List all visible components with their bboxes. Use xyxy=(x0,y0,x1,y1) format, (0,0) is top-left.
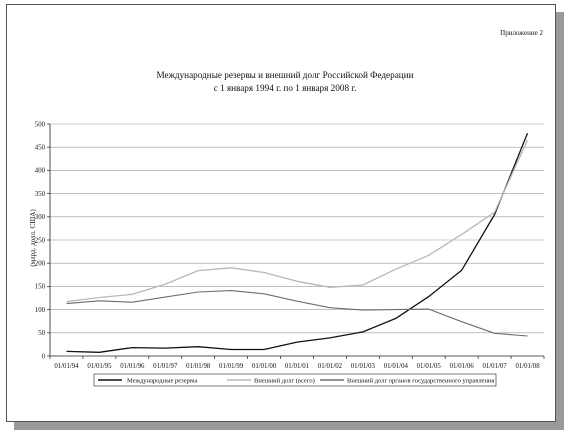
y-tick-label: 250 xyxy=(35,237,46,244)
x-tick-label: 01/01/08 xyxy=(515,363,540,370)
legend-label-3: Внешний долг органов государственного уп… xyxy=(347,377,494,384)
y-tick-label: 0 xyxy=(42,353,46,360)
x-tick-label: 01/01/03 xyxy=(351,363,376,370)
appendix-label: Приложение 2 xyxy=(500,29,543,37)
legend-label-2: Внешний долг (всего) xyxy=(254,377,315,384)
gridlines xyxy=(50,123,544,334)
x-tick-label: 01/01/04 xyxy=(384,363,409,370)
chart-title-line-2: с 1 января 1994 г. по 1 января 2008 г. xyxy=(214,83,357,93)
x-tick-label: 01/01/05 xyxy=(417,363,442,370)
x-tick-label: 01/01/94 xyxy=(54,363,79,370)
y-tick-label: 400 xyxy=(35,168,46,175)
series-line-2 xyxy=(66,139,529,303)
legend: Международные резервы Внешний долг (всего… xyxy=(93,373,497,387)
x-tick-label: 01/01/01 xyxy=(285,363,309,370)
x-tick-label: 01/01/99 xyxy=(219,363,244,370)
x-tick-label: 01/01/97 xyxy=(153,363,178,370)
y-tick-label: 50 xyxy=(38,330,45,337)
y-axis-label: (млрд. долл. США) xyxy=(29,209,37,267)
y-tick-label: 200 xyxy=(35,261,46,268)
y-tick-label: 300 xyxy=(35,214,46,221)
y-tick-label: 350 xyxy=(35,191,46,198)
x-tick-label: 01/01/06 xyxy=(450,363,475,370)
series-line-1 xyxy=(66,133,529,353)
y-tick-label: 450 xyxy=(35,145,46,152)
x-axis-ticks: 01/01/94 01/01/95 01/01/96 01/01/97 01/01/98… xyxy=(49,356,545,370)
series-line-3 xyxy=(66,290,528,337)
x-tick-label: 01/01/98 xyxy=(186,363,211,370)
y-tick-label: 150 xyxy=(35,284,46,291)
y-axis-ticks: 0 50 100 150 200 250 300 350 400 450 500 xyxy=(35,121,50,360)
series-lines xyxy=(66,133,529,353)
x-tick-label: 01/01/96 xyxy=(120,363,145,370)
x-tick-label: 01/01/02 xyxy=(318,363,343,370)
x-tick-label: 01/01/07 xyxy=(483,363,508,370)
y-tick-label: 500 xyxy=(35,121,46,128)
chart-title-line-1: Международные резервы и внешний долг Рос… xyxy=(156,70,413,80)
legend-box xyxy=(93,373,497,387)
x-tick-label: 01/01/95 xyxy=(87,363,112,370)
x-tick-label: 01/01/00 xyxy=(252,363,277,370)
legend-label-1: Международные резервы xyxy=(127,377,198,384)
y-tick-label: 100 xyxy=(35,307,46,314)
